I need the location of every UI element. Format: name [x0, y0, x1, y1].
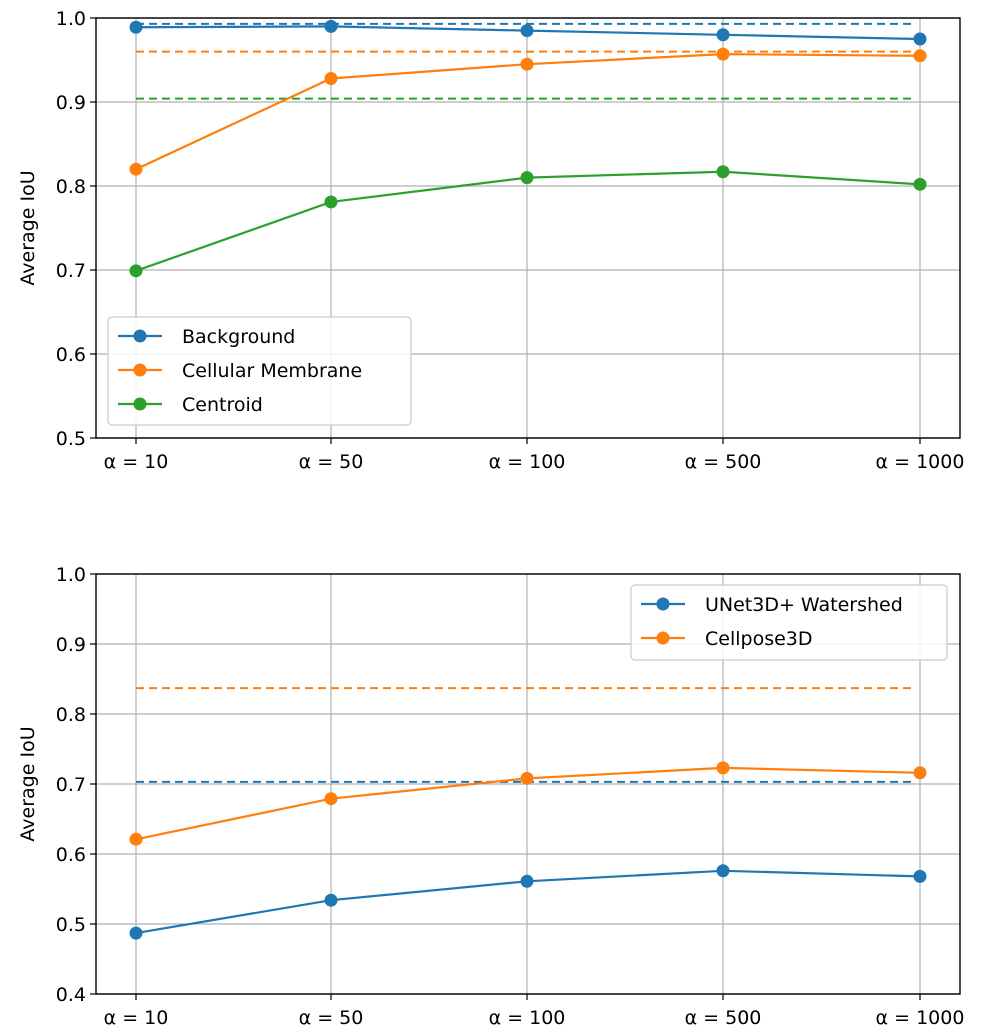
y-tick-label-1: 0.5 — [56, 914, 86, 936]
point-cellpose3d-0 — [129, 832, 143, 846]
point-background-2 — [520, 24, 534, 38]
legend-marker-centroid — [133, 397, 147, 411]
axes-frame — [95, 573, 961, 995]
x-tick-label-4: α = 1000 — [876, 451, 965, 473]
legend-label-cellular-membrane: Cellular Membrane — [182, 360, 362, 382]
legend-label-background: Background — [182, 326, 295, 348]
point-cellpose3d-1 — [324, 792, 338, 806]
x-tick-label-2: α = 100 — [489, 451, 566, 473]
point-background-4 — [913, 32, 927, 46]
point-cellpose3d-3 — [716, 761, 730, 775]
y-tick-label-3: 0.8 — [56, 176, 86, 198]
y-tick-label-0: 0.5 — [56, 428, 86, 450]
y-tick-label-5: 0.9 — [56, 634, 86, 656]
point-background-1 — [324, 19, 338, 33]
x-tick-label-0: α = 10 — [104, 1007, 169, 1029]
axes-frame — [95, 17, 961, 439]
y-axis-label: Average IoU — [17, 726, 39, 841]
point-cellpose3d-4 — [913, 766, 927, 780]
y-tick-label-0: 0.4 — [56, 984, 86, 1006]
point-unet3d-watershed-0 — [129, 926, 143, 940]
legend-label-unet3d-watershed: UNet3D+ Watershed — [705, 594, 903, 616]
legend-box — [630, 584, 948, 661]
y-tick-label-4: 0.9 — [56, 92, 86, 114]
point-centroid-0 — [129, 264, 143, 278]
y-tick-label-4: 0.8 — [56, 704, 86, 726]
y-tick-label-1: 0.6 — [56, 344, 86, 366]
point-cellular-membrane-1 — [324, 71, 338, 85]
x-tick-label-1: α = 50 — [299, 1007, 364, 1029]
point-unet3d-watershed-4 — [913, 869, 927, 883]
x-tick-label-1: α = 50 — [299, 451, 364, 473]
x-tick-label-0: α = 10 — [104, 451, 169, 473]
y-tick-label-2: 0.6 — [56, 844, 86, 866]
point-unet3d-watershed-3 — [716, 864, 730, 878]
legend-label-centroid: Centroid — [182, 394, 263, 416]
legend-marker-cellular-membrane — [133, 363, 147, 377]
chart-top-class-iou: 0.5 0.6 0.7 0.8 0.9 1.0 α = 10 α = 50 α = 100 α =… — [17, 8, 964, 473]
point-centroid-1 — [324, 195, 338, 209]
point-background-0 — [129, 20, 143, 34]
legend-marker-cellpose3d — [656, 631, 670, 645]
y-axis-label: Average IoU — [17, 170, 39, 285]
legend-box — [107, 316, 412, 426]
y-tick-label-3: 0.7 — [56, 774, 86, 796]
point-cellpose3d-2 — [520, 771, 534, 785]
point-cellular-membrane-4 — [913, 49, 927, 63]
x-tick-label-3: α = 500 — [685, 451, 762, 473]
legend-marker-background — [133, 329, 147, 343]
point-centroid-3 — [716, 165, 730, 179]
point-cellular-membrane-2 — [520, 57, 534, 71]
point-background-3 — [716, 28, 730, 42]
x-tick-label-4: α = 1000 — [876, 1007, 965, 1029]
legend-label-cellpose3d: Cellpose3D — [705, 628, 813, 650]
x-tick-label-2: α = 100 — [489, 1007, 566, 1029]
point-unet3d-watershed-2 — [520, 874, 534, 888]
x-tick-label-3: α = 500 — [685, 1007, 762, 1029]
y-tick-label-2: 0.7 — [56, 260, 86, 282]
point-centroid-4 — [913, 177, 927, 191]
point-unet3d-watershed-1 — [324, 893, 338, 907]
point-centroid-2 — [520, 171, 534, 185]
y-tick-label-6: 1.0 — [56, 564, 86, 586]
point-cellular-membrane-0 — [129, 162, 143, 176]
chart-bottom-method-iou: 0.4 0.5 0.6 0.7 0.8 0.9 1.0 α = 10 α = 50 α = 100… — [17, 564, 964, 1029]
y-tick-label-5: 1.0 — [56, 8, 86, 30]
point-cellular-membrane-3 — [716, 47, 730, 61]
legend-marker-unet3d-watershed — [656, 597, 670, 611]
